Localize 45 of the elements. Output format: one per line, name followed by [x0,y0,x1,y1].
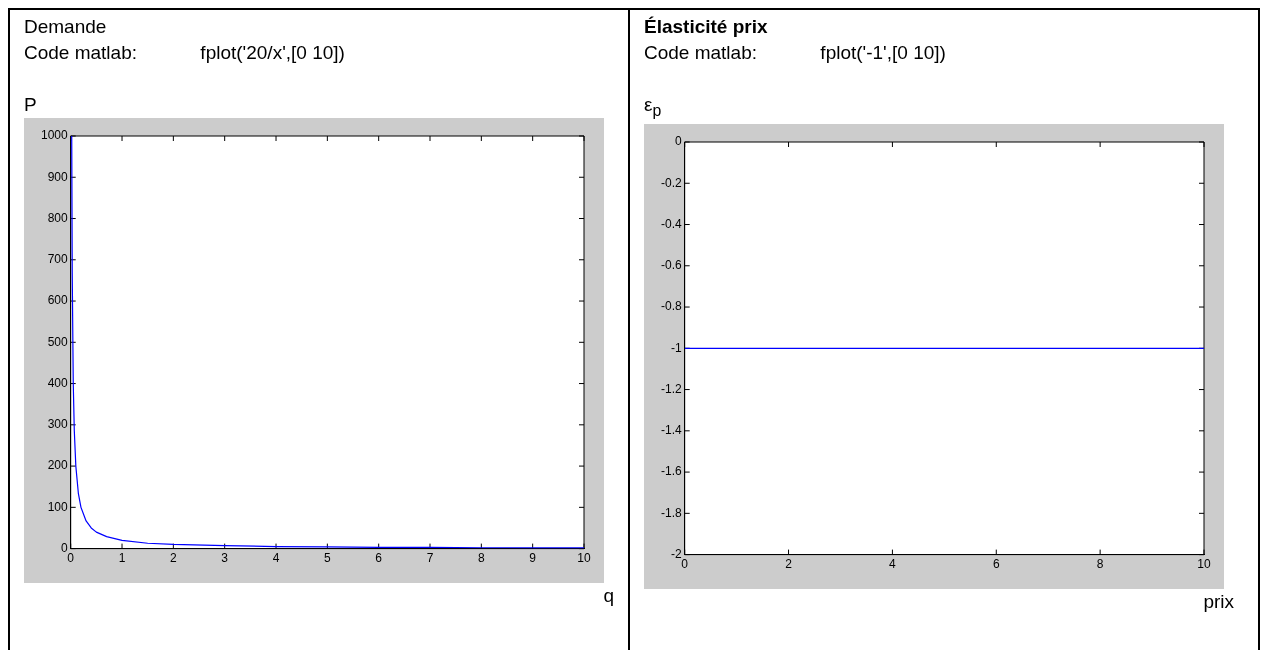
y-tick-label: 100 [47,499,69,514]
chart-subtitle: Code matlab: fplot('20/x',[0 10]) [24,41,346,65]
x-tick-label: 8 [1096,556,1104,571]
x-tick-label: 10 [1197,556,1211,571]
y-tick-label: -1.4 [660,422,682,437]
y-tick-label: 300 [47,417,69,432]
y-tick-label: 0 [61,540,69,555]
x-tick-label: 3 [221,551,229,566]
y-tick-label: -0.4 [660,216,682,231]
x-tick-label: 5 [324,551,331,566]
y-tick-label: 200 [47,458,69,473]
y-tick-label: -0.8 [660,299,682,314]
x-tick-label: 2 [170,551,178,566]
y-tick-label: 900 [47,169,69,184]
x-tick-label: 8 [478,551,485,566]
y-tick-label: 600 [47,293,69,308]
y-tick-label: -1 [671,340,682,355]
y-tick-label: -0.2 [660,175,682,190]
x-axis-title: prix [1202,589,1234,614]
y-tick-label: 400 [47,375,69,390]
y-tick-label: 0 [674,134,682,149]
chart-subtitle: Code matlab: fplot('-1',[0 10]) [644,41,947,65]
x-tick-label: 9 [529,551,537,566]
y-tick-label: 800 [47,210,69,225]
x-tick-label: 2 [785,556,793,571]
x-tick-label: 6 [375,551,383,566]
x-tick-label: 7 [426,551,434,566]
x-axis-title: q [602,584,614,608]
x-tick-label: 4 [272,551,280,566]
y-tick-label: 700 [47,252,69,267]
y-tick-label: 500 [47,334,69,349]
chart-title: Demande [24,15,108,39]
y-tick-label: -2 [671,546,682,561]
x-tick-label: 6 [992,556,1000,571]
y-tick-label: -1.2 [660,381,682,396]
y-tick-label: -1.6 [660,464,682,479]
chart-title: Élasticité prix [644,15,769,39]
y-axis-title: P [24,93,38,117]
x-tick-label: 1 [118,551,126,566]
y-tick-label: -1.8 [660,505,682,520]
x-tick-label: 10 [577,551,591,566]
y-tick-label: -0.6 [660,257,682,272]
x-tick-label: 4 [889,556,897,571]
y-axis-title: ε$_{p}$ [644,93,663,121]
y-tick-label: 1000 [40,128,69,143]
